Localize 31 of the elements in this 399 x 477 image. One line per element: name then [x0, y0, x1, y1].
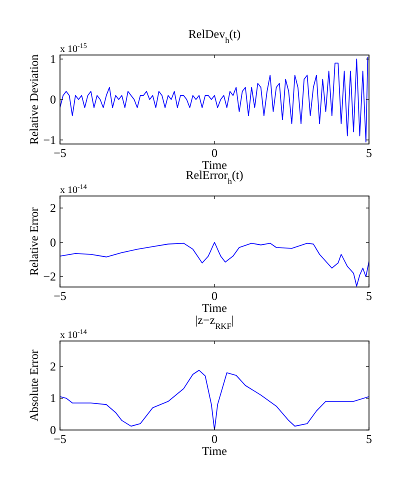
x-tick-label: 5 — [366, 146, 372, 160]
annotation: x 10$^{-15}$ — [60, 42, 88, 55]
y-tick-label: 2 — [50, 359, 56, 374]
y-tick-label: 1 — [50, 52, 56, 66]
chart-title: RelDev$_{h}$(t) — [188, 27, 241, 44]
y-tick-label: −1 — [43, 132, 56, 147]
y-tick-label: 1 — [50, 391, 56, 406]
x-axis-title: Time — [202, 301, 227, 315]
line-series — [60, 370, 369, 430]
x-tick-label: 0 — [212, 146, 218, 160]
line-series — [60, 56, 368, 142]
y-tick-label: 0 — [50, 235, 56, 250]
x-tick-label: −5 — [54, 289, 66, 303]
x-tick-label: 5 — [366, 432, 372, 446]
y-tick-label: 0 — [50, 92, 56, 106]
x-tick-label: 0 — [212, 289, 218, 303]
line-series — [60, 242, 369, 287]
x-tick-label: 0 — [212, 432, 218, 446]
y-axis-title: Absolute Error — [27, 350, 41, 422]
text: x 10$^{-14}$ — [60, 328, 88, 341]
y-tick-label: −2 — [43, 270, 56, 284]
y-tick-label: 2 — [50, 201, 56, 216]
chart-title: |z−z$_{RKF}$| — [195, 313, 234, 330]
y-axis-title: Relative Deviation — [27, 54, 41, 145]
x-tick-label: −5 — [54, 146, 66, 160]
y-axis-title: Relative Error — [27, 207, 41, 276]
x-tick-label: −5 — [54, 432, 66, 446]
text: x 10$^{-14}$ — [60, 183, 88, 196]
x-tick-label: 5 — [366, 289, 372, 303]
y-tick-label: 0 — [50, 423, 56, 437]
x-axis-title: Time — [202, 444, 227, 458]
